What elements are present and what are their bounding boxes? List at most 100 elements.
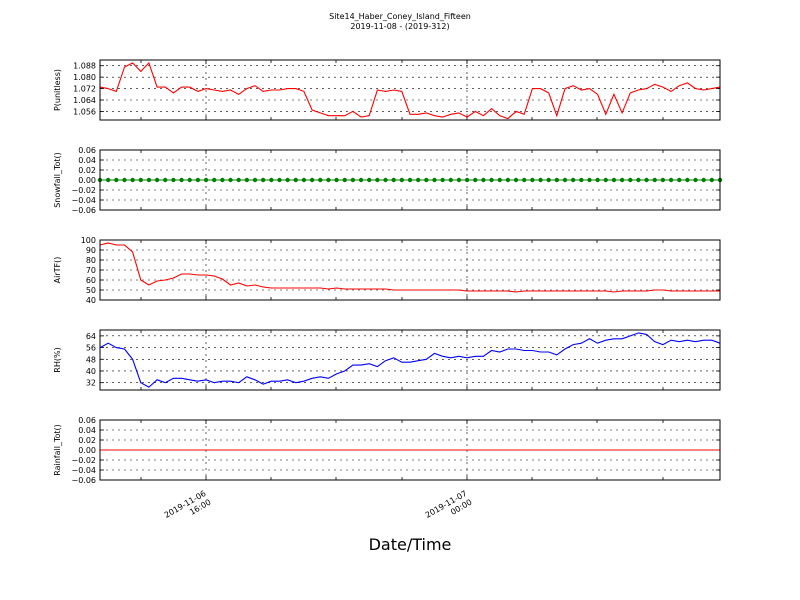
chart-panel-1: 1.088 1.080 1.072 1.064 1.056 P(unitless) [53,59,721,121]
figure-subtitle: 2019-11-08 - (2019-312) [350,22,449,31]
y-tick-label: −0.06 [71,206,96,215]
data-point [644,177,649,183]
data-point [481,177,486,183]
y-tick-label: 0.02 [78,166,96,175]
data-point [497,177,502,183]
data-point [244,177,250,183]
data-point [195,177,201,183]
y-tick-label: −0.06 [71,476,96,485]
y-tick-label: 64 [86,332,96,341]
data-point [350,177,356,183]
data-point [383,177,388,183]
y-tick-label: 1.056 [73,107,96,116]
y-tick-label: 56 [86,344,96,353]
data-point [660,177,666,183]
data-point [709,177,715,183]
data-point [473,177,478,183]
data-point [636,177,641,183]
data-point [375,177,380,183]
data-point [277,177,282,183]
y-axis-label: RH(%) [53,347,62,372]
data-point [212,177,217,183]
data-point [603,177,608,183]
y-tick-label: 0.06 [78,416,96,425]
y-tick-label: 48 [86,355,96,364]
data-point [668,177,674,183]
data-point [130,177,135,183]
y-tick-label: 0.06 [78,146,96,155]
data-point [693,177,698,183]
data-point [285,177,290,183]
data-point [146,177,152,183]
data-point [105,177,111,183]
y-tick-label: 80 [86,256,96,265]
data-point [522,177,527,183]
data-point [677,177,682,183]
data-point [464,177,470,183]
y-tick-label: −0.04 [71,196,96,205]
data-point [179,177,184,183]
data-point [342,177,347,183]
data-point [154,177,160,183]
y-tick-label: −0.02 [71,186,96,195]
y-tick-label: 90 [86,246,96,255]
data-point [358,177,364,183]
data-point [114,177,119,183]
data-point [701,177,706,183]
data-point [236,177,241,183]
chart-panel-4: 64 56 48 40 32 RH(%) [53,329,721,391]
data-point [448,177,453,183]
data-point [163,177,168,183]
y-tick-label: 1.064 [73,96,96,105]
data-point [562,177,568,183]
data-point [652,177,657,183]
y-tick-label: 0.04 [78,426,96,435]
data-point [260,177,266,183]
y-tick-label: 40 [86,296,96,305]
plot-frame [99,419,721,481]
y-tick-label: 100 [81,236,96,245]
data-point [587,177,592,183]
data-point [505,177,511,183]
data-point [570,177,576,183]
data-point [334,177,339,183]
y-axis-label: Rainfall_Tot() [53,424,62,476]
data-point [228,177,233,183]
y-tick-label: 0.02 [78,436,96,445]
data-point [138,177,143,183]
data-point [269,177,274,183]
data-point [546,177,551,183]
plot-frame [99,239,721,301]
y-tick-label: 32 [86,379,96,388]
data-point [456,177,462,183]
data-point [309,177,315,183]
y-tick-label: 0.00 [78,176,96,185]
y-axis-label: Snowfall_Tot() [53,152,62,208]
x-axis-label: Date/Time [369,535,452,554]
data-point [367,177,372,183]
panels: 1.088 1.080 1.072 1.064 1.056 P(unitless) 0.06… [53,59,723,485]
series-line [99,242,720,293]
data-point [187,177,192,183]
y-tick-label: 40 [86,367,96,376]
data-point [554,177,560,183]
data-point [538,177,543,183]
data-point [301,177,307,183]
data-point [424,177,429,183]
plot-frame [99,59,721,121]
data-point [489,177,494,183]
y-tick-label: 60 [86,276,96,285]
y-tick-label: 1.088 [73,62,96,71]
data-point [407,177,413,183]
y-tick-label: 0.00 [78,446,96,455]
data-point [326,177,331,183]
y-tick-label: −0.04 [71,466,96,475]
data-point [530,177,535,183]
data-point [220,177,225,183]
y-axis-label: P(unitless) [53,69,62,111]
